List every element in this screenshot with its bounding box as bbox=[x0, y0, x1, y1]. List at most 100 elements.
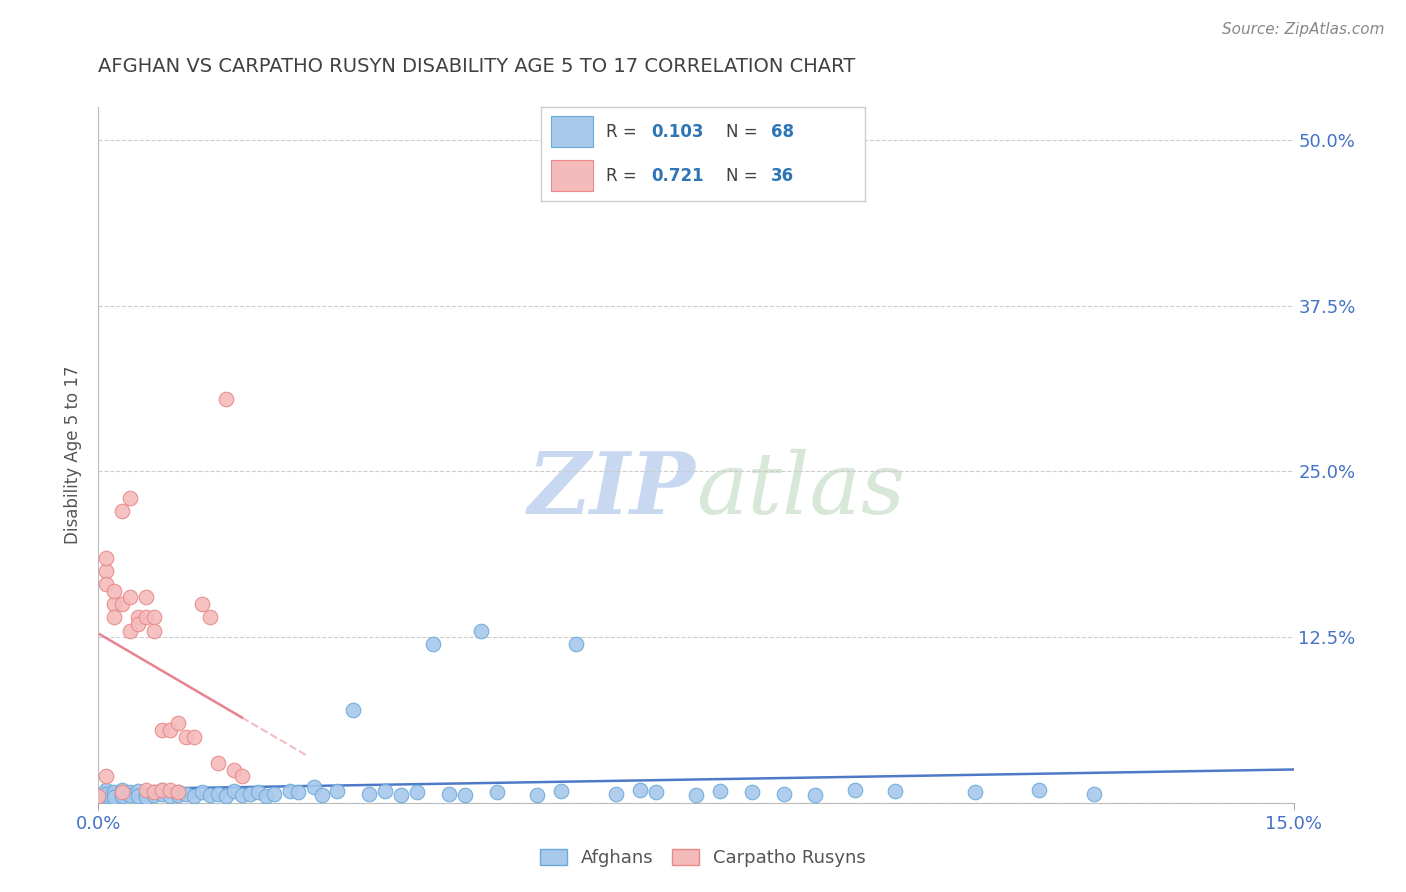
Point bbox=[135, 782, 157, 797]
Point bbox=[150, 782, 173, 797]
Point bbox=[174, 787, 197, 801]
Point bbox=[143, 785, 166, 799]
Point bbox=[174, 730, 197, 744]
Point bbox=[526, 788, 548, 802]
Text: R =: R = bbox=[606, 167, 643, 185]
Point bbox=[389, 788, 412, 802]
Y-axis label: Disability Age 5 to 17: Disability Age 5 to 17 bbox=[65, 366, 83, 544]
Point bbox=[143, 785, 166, 799]
Point bbox=[120, 788, 142, 802]
Point bbox=[120, 591, 142, 605]
Text: 0.721: 0.721 bbox=[651, 167, 704, 185]
Point bbox=[215, 392, 238, 406]
Point bbox=[359, 787, 381, 801]
Point bbox=[191, 597, 214, 611]
Text: R =: R = bbox=[606, 123, 643, 141]
Point bbox=[311, 788, 333, 802]
Point bbox=[198, 788, 221, 802]
Point bbox=[222, 784, 245, 798]
Point bbox=[111, 597, 134, 611]
Point bbox=[159, 782, 181, 797]
Point bbox=[103, 583, 125, 598]
Point bbox=[772, 787, 794, 801]
Point bbox=[183, 730, 205, 744]
Text: Source: ZipAtlas.com: Source: ZipAtlas.com bbox=[1222, 22, 1385, 37]
Point bbox=[167, 788, 190, 802]
Point bbox=[605, 787, 627, 801]
Point bbox=[143, 610, 166, 624]
Point bbox=[263, 787, 285, 801]
Point bbox=[342, 703, 364, 717]
Point bbox=[127, 610, 149, 624]
Point bbox=[143, 624, 166, 638]
Point bbox=[111, 789, 134, 804]
Point bbox=[231, 769, 253, 783]
Point bbox=[191, 785, 214, 799]
Point bbox=[127, 616, 149, 631]
Point bbox=[103, 610, 125, 624]
Point bbox=[685, 788, 707, 802]
Point bbox=[215, 789, 238, 804]
Point bbox=[254, 789, 277, 804]
Text: AFGHAN VS CARPATHO RUSYN DISABILITY AGE 5 TO 17 CORRELATION CHART: AFGHAN VS CARPATHO RUSYN DISABILITY AGE … bbox=[98, 57, 856, 76]
Point bbox=[287, 785, 309, 799]
Point bbox=[167, 785, 190, 799]
Point bbox=[804, 788, 827, 802]
Point bbox=[96, 769, 118, 783]
Point bbox=[127, 789, 149, 804]
Point bbox=[135, 790, 157, 805]
Point bbox=[565, 637, 588, 651]
Text: N =: N = bbox=[725, 167, 762, 185]
Point bbox=[437, 787, 460, 801]
Point bbox=[183, 789, 205, 804]
Text: ZIP: ZIP bbox=[529, 448, 696, 532]
Point bbox=[150, 787, 173, 801]
Point bbox=[709, 784, 731, 798]
Point bbox=[374, 784, 396, 798]
Point bbox=[103, 790, 125, 805]
Point bbox=[207, 787, 229, 801]
Legend: Afghans, Carpatho Rusyns: Afghans, Carpatho Rusyns bbox=[533, 841, 873, 874]
Point bbox=[111, 787, 134, 801]
Point bbox=[111, 504, 134, 518]
Point bbox=[167, 785, 190, 799]
Point bbox=[884, 784, 907, 798]
Text: N =: N = bbox=[725, 123, 762, 141]
Point bbox=[454, 788, 477, 802]
Point bbox=[422, 637, 444, 651]
Point bbox=[485, 785, 508, 799]
Point bbox=[278, 784, 301, 798]
Point bbox=[198, 610, 221, 624]
Text: 0.103: 0.103 bbox=[651, 123, 704, 141]
Point bbox=[135, 591, 157, 605]
Point bbox=[159, 789, 181, 804]
Point bbox=[326, 784, 349, 798]
Bar bbox=[551, 161, 593, 191]
Text: 68: 68 bbox=[770, 123, 794, 141]
Point bbox=[1028, 782, 1050, 797]
Point bbox=[103, 597, 125, 611]
Text: atlas: atlas bbox=[696, 449, 905, 531]
Text: 36: 36 bbox=[770, 167, 794, 185]
Point bbox=[96, 782, 118, 797]
Point bbox=[96, 787, 118, 801]
Point bbox=[111, 782, 134, 797]
Point bbox=[1083, 787, 1105, 801]
Point bbox=[120, 624, 142, 638]
Point bbox=[111, 785, 134, 799]
Point bbox=[103, 785, 125, 799]
Point bbox=[87, 789, 110, 804]
Point bbox=[167, 716, 190, 731]
Point bbox=[844, 782, 866, 797]
Point bbox=[222, 763, 245, 777]
Point bbox=[87, 792, 110, 806]
Point bbox=[96, 785, 118, 799]
Point bbox=[143, 788, 166, 802]
Point bbox=[159, 723, 181, 737]
Point bbox=[135, 787, 157, 801]
Point bbox=[96, 577, 118, 591]
Point bbox=[231, 788, 253, 802]
Bar bbox=[551, 116, 593, 147]
Point bbox=[120, 491, 142, 505]
Point bbox=[135, 610, 157, 624]
